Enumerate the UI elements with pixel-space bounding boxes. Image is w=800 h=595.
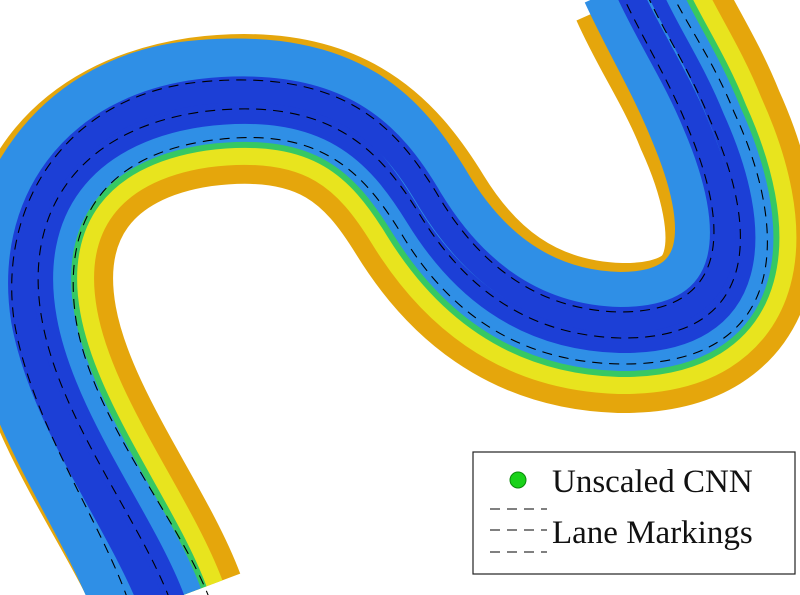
road-band-blue-side: [0, 0, 735, 595]
lane-marking-0: [11, 0, 715, 595]
legend-box: [472, 451, 796, 575]
lane-marking-1: [37, 0, 741, 595]
lane-marking-2: [72, 0, 768, 595]
legend-cnn-label: Unscaled CNN: [552, 464, 753, 500]
legend-cnn-marker: [509, 471, 527, 489]
road-band-blue-core: [8, 0, 736, 595]
legend: Unscaled CNN Lane Markings: [472, 451, 796, 575]
legend-lane-label: Lane Markings: [552, 515, 753, 551]
lane-markings: [11, 0, 768, 595]
